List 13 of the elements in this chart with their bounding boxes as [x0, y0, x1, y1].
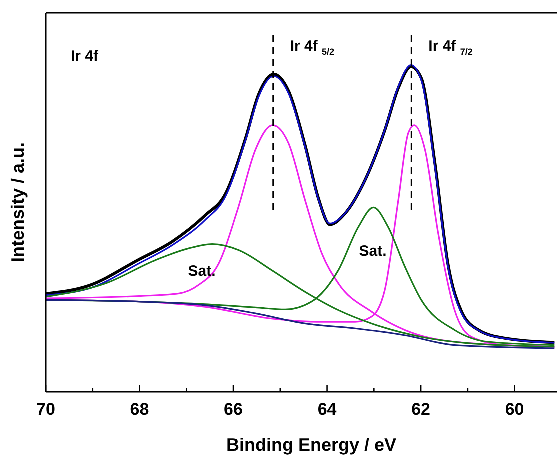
x-tick-label: 60	[505, 400, 524, 419]
x-tick-label: 70	[36, 400, 56, 419]
annotation: Sat.	[188, 263, 216, 280]
x-tick-label: 66	[224, 400, 243, 419]
x-axis-title: Binding Energy / eV	[226, 435, 397, 455]
ref-line-label: Ir 4f $_{5/2}$	[290, 38, 335, 57]
annotation: Sat.	[359, 243, 387, 260]
x-tick-label: 64	[318, 400, 338, 419]
text: Ir 4f	[71, 48, 100, 65]
x-tick-label: 68	[130, 400, 150, 419]
ref-line-label: Ir 4f $_{7/2}$	[428, 38, 473, 57]
y-axis-title: Intensity / a.u.	[8, 142, 28, 263]
x-tick-label: 62	[412, 400, 431, 419]
